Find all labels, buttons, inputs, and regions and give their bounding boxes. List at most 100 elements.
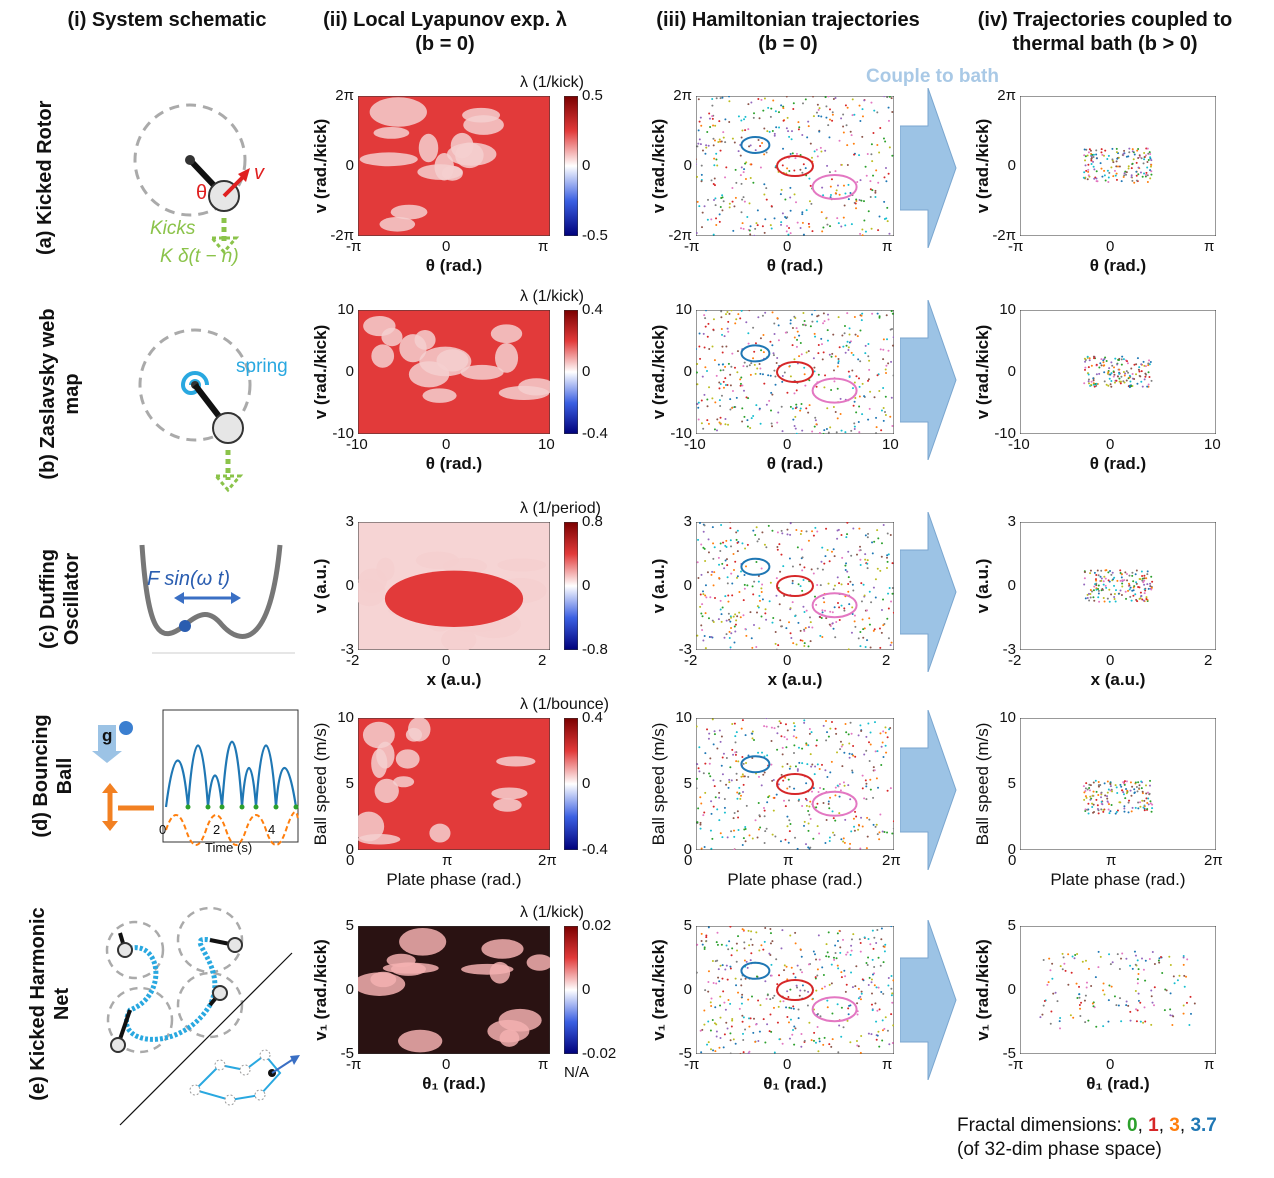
trajectory-point [1116, 363, 1119, 366]
trajectory-point [800, 955, 803, 958]
trajectory-point [1165, 989, 1168, 992]
trajectory-point [719, 599, 722, 602]
trajectory-point [721, 363, 724, 366]
trajectory-point [820, 211, 823, 214]
trajectory-point [1147, 159, 1150, 162]
trajectory-point [1106, 800, 1109, 803]
trajectory-point [832, 627, 835, 630]
trajectory-point [715, 1030, 718, 1033]
trajectory-point [717, 968, 720, 971]
trajectory-point [809, 817, 812, 820]
trajectory-point [1097, 589, 1100, 592]
xtick-bath-3-1: π [1106, 852, 1117, 869]
ytick-bath-3-2: 0 [1007, 841, 1016, 858]
kam-torus [811, 377, 858, 404]
trajectory-point [757, 999, 760, 1002]
trajectory-point [779, 1000, 782, 1003]
trajectory-point [729, 527, 732, 530]
trajectory-point [765, 725, 768, 728]
couple-arrow-c[interactable] [900, 512, 960, 672]
trajectory-point [851, 753, 854, 756]
trajectory-point [763, 193, 766, 196]
cbar-tick-2-0: 0.8 [582, 513, 603, 530]
trajectory-point [1132, 586, 1135, 589]
trajectory-point [1146, 583, 1149, 586]
trajectory-point [736, 541, 739, 544]
trajectory-point [728, 312, 731, 315]
trajectory-point [1046, 983, 1049, 986]
trajectory-point [806, 1004, 809, 1007]
trajectory-point [887, 553, 890, 556]
trajectory-point [884, 167, 887, 170]
trajectory-point [1118, 377, 1121, 380]
trajectory-point [771, 425, 774, 428]
trajectory-point [836, 576, 839, 579]
trajectory-point [828, 353, 831, 356]
trajectory-point [1097, 950, 1100, 953]
trajectory-point [786, 533, 789, 536]
trajectory-point [840, 838, 843, 841]
couple-arrow-b[interactable] [900, 300, 960, 460]
trajectory-point [1099, 362, 1102, 365]
trajectory-point [809, 846, 812, 849]
trajectory-point [869, 188, 872, 191]
trajectory-point [708, 636, 711, 639]
trajectory-point [892, 374, 894, 377]
trajectory-point [720, 316, 723, 319]
trajectory-point [807, 222, 810, 225]
trajectory-point [783, 964, 786, 967]
couple-arrow-d[interactable] [900, 710, 960, 870]
ytick-bath-1-0: 10 [999, 301, 1016, 318]
trajectory-point [731, 187, 734, 190]
trajectory-point [1093, 357, 1096, 360]
trajectory-point [879, 348, 882, 351]
trajectory-point [878, 838, 881, 841]
trajectory-point [866, 567, 869, 570]
trajectory-point [786, 990, 789, 993]
fractal-d0: 0 [1127, 1115, 1138, 1136]
trajectory-point [723, 806, 726, 809]
trajectory-point [722, 752, 725, 755]
trajectory-point [1150, 575, 1153, 578]
trajectory-point [1169, 1008, 1172, 1011]
ytick-ham-0-0: 2π [673, 87, 692, 104]
trajectory-point [742, 171, 745, 174]
trajectory-point [1095, 363, 1098, 366]
trajectory-point [706, 405, 709, 408]
trajectory-point [740, 775, 743, 778]
trajectory-point [865, 735, 868, 738]
xtick-bath-3-2: 2π [1204, 852, 1223, 869]
trajectory-point [1133, 950, 1136, 953]
trajectory-point [837, 1051, 840, 1054]
plot-frame [696, 926, 894, 1054]
trajectory-point [819, 1015, 822, 1018]
trajectory-point [1103, 357, 1106, 360]
trajectory-point [719, 995, 722, 998]
trajectory-point [697, 576, 700, 579]
trajectory-point [706, 369, 709, 372]
trajectory-point [722, 541, 725, 544]
trajectory-point [725, 944, 728, 947]
couple-arrow-e[interactable] [900, 920, 960, 1080]
trajectory-point [788, 135, 791, 138]
trajectory-point [832, 831, 835, 834]
trajectory-point [1134, 990, 1137, 993]
trajectory-point [782, 1000, 785, 1003]
trajectory-point [826, 548, 829, 551]
trajectory-point [1108, 588, 1111, 591]
trajectory-point [1135, 786, 1138, 789]
trajectory-point [820, 616, 823, 619]
trajectory-point [747, 103, 750, 106]
trajectory-point [1103, 993, 1106, 996]
trajectory-point [775, 793, 778, 796]
trajectory-point [855, 815, 858, 818]
couple-arrow-a[interactable] [900, 88, 960, 248]
trajectory-point [760, 615, 763, 618]
trajectory-point [1149, 800, 1152, 803]
xtick-lyap-1-0: -10 [346, 436, 368, 453]
trajectory-point [702, 772, 705, 775]
kam-torus [740, 557, 771, 576]
trajectory-point [789, 632, 792, 635]
trajectory-point [755, 975, 758, 978]
trajectory-point [816, 567, 819, 570]
